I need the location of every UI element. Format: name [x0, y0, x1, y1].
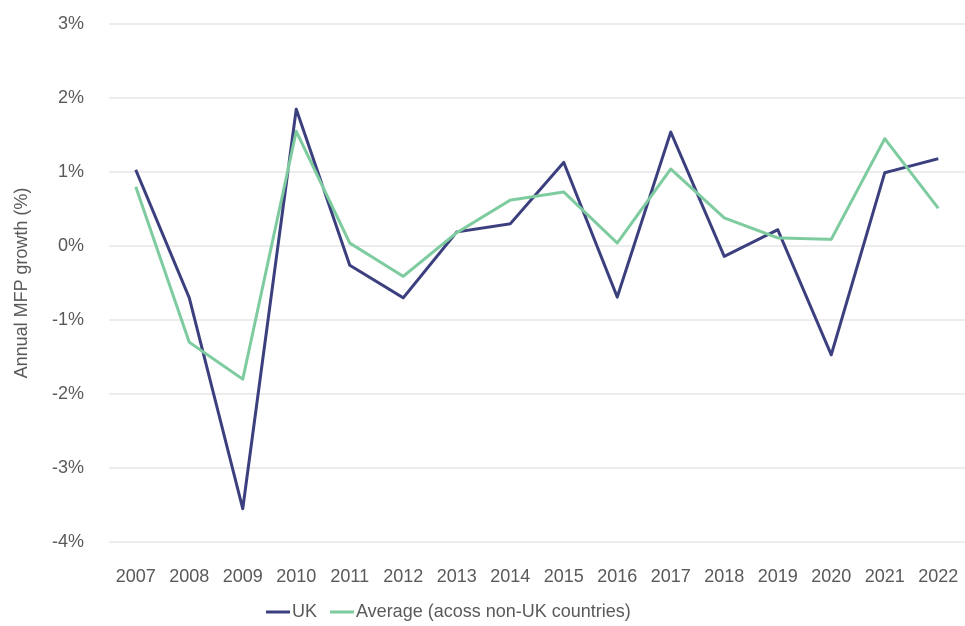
- x-tick-label: 2020: [811, 566, 851, 586]
- y-tick-label: -2%: [52, 383, 84, 403]
- series-line: [134, 107, 939, 511]
- x-tick-label: 2010: [276, 566, 316, 586]
- x-tick-label: 2015: [544, 566, 584, 586]
- y-tick-label: 3%: [58, 13, 84, 33]
- y-tick-label: -3%: [52, 457, 84, 477]
- x-tick-label: 2019: [758, 566, 798, 586]
- x-tick-label: 2022: [918, 566, 958, 586]
- y-tick-label: -4%: [52, 531, 84, 551]
- legend-label: UK: [292, 601, 317, 621]
- x-tick-label: 2016: [597, 566, 637, 586]
- x-tick-label: 2008: [169, 566, 209, 586]
- x-tick-label: 2007: [116, 566, 156, 586]
- x-tick-label: 2011: [330, 566, 369, 586]
- x-tick-label: 2014: [490, 566, 530, 586]
- legend-label: Average (acoss non-UK countries): [356, 601, 631, 621]
- x-tick-label: 2012: [383, 566, 423, 586]
- y-axis-label: Annual MFP growth (%): [11, 188, 31, 379]
- y-tick-label: 0%: [58, 235, 84, 255]
- x-tick-label: 2009: [223, 566, 263, 586]
- x-tick-label: 2018: [704, 566, 744, 586]
- x-tick-label: 2013: [437, 566, 477, 586]
- x-tick-label: 2021: [865, 566, 905, 586]
- y-tick-label: 1%: [58, 161, 84, 181]
- y-tick-label: -1%: [52, 309, 84, 329]
- series-line: [134, 129, 940, 381]
- x-tick-label: 2017: [651, 566, 691, 586]
- y-tick-label: 2%: [58, 87, 84, 107]
